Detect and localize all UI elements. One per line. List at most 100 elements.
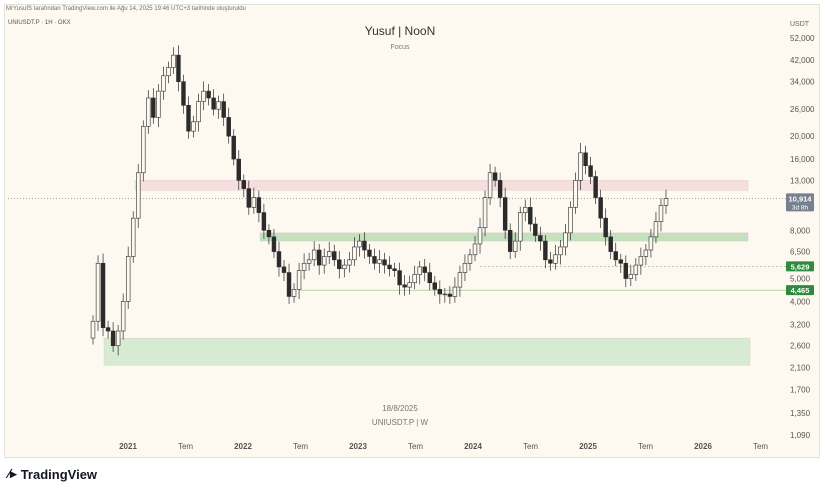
y-tick-label: 52,000: [790, 34, 815, 43]
candle-body: [663, 198, 669, 206]
candle-body: [241, 180, 246, 189]
y-tick-label: 4,000: [790, 297, 811, 306]
price-label: 10,914: [789, 194, 813, 203]
candle-body: [467, 254, 473, 264]
candle-body: [412, 274, 417, 284]
candle-body: [161, 75, 166, 92]
candle-body: [442, 293, 448, 296]
y-tick-label: 42,000: [790, 56, 815, 65]
candle-body: [347, 259, 352, 266]
candle-body: [176, 54, 181, 82]
y-tick-label: 1,350: [790, 409, 811, 418]
y-tick-label: 2,600: [790, 342, 811, 351]
candle-body: [583, 152, 588, 166]
candle-body: [402, 284, 407, 288]
candle-body: [306, 259, 312, 264]
candle-body: [472, 243, 478, 256]
resistance-zone: [134, 180, 749, 191]
candle-body: [171, 54, 176, 68]
y-tick-label: 26,000: [790, 105, 815, 114]
candle-body: [311, 249, 317, 261]
x-tick-label: 2025: [579, 442, 597, 451]
candle-body: [95, 262, 101, 322]
y-tick-label: 8,000: [790, 226, 811, 235]
x-tick-label: 2023: [349, 442, 367, 451]
candle-body: [563, 232, 568, 248]
y-tick-label: 34,000: [790, 78, 815, 87]
candle-body: [110, 330, 116, 347]
x-tick-label: Tem: [753, 442, 768, 451]
price-label: 5,629: [791, 262, 810, 271]
candle-body: [543, 240, 548, 261]
candle-body: [206, 90, 211, 99]
candle-body: [211, 97, 216, 110]
candle-body: [643, 249, 649, 257]
tradingview-footer[interactable]: ⁄▸ TradingView: [8, 465, 97, 483]
candle-body: [141, 126, 146, 174]
chart-frame: [4, 4, 820, 458]
y-tick-label: 13,000: [790, 176, 815, 185]
x-tick-label: 2021: [119, 442, 137, 451]
candle-body: [322, 256, 327, 266]
candle-body: [533, 223, 538, 236]
candle-body: [201, 90, 206, 102]
candle-body: [216, 101, 221, 110]
symbol-info: UNIUSDT.P · 1H · OKX: [8, 20, 71, 26]
candle-body: [271, 236, 277, 252]
candle-body: [186, 105, 191, 132]
candle-body: [608, 236, 613, 252]
candle-body: [357, 240, 362, 248]
candle-body: [266, 229, 272, 238]
candle-body: [276, 251, 282, 268]
candle-body: [367, 249, 372, 257]
candle-body: [256, 197, 262, 213]
watermark-title: Yusuf | NooN: [364, 24, 436, 38]
candle-body: [105, 327, 111, 332]
y-tick-label: 2,100: [790, 364, 811, 373]
tradingview-logo-icon: ⁄▸: [8, 466, 17, 481]
candle-body: [191, 121, 196, 132]
candle-body: [427, 272, 432, 284]
candle-body: [221, 101, 226, 118]
candle-body: [397, 270, 402, 286]
candle-body: [437, 289, 443, 295]
candle-body: [502, 197, 508, 231]
price-label-box: [786, 261, 814, 272]
candle-body: [392, 268, 397, 271]
candle-body: [231, 135, 236, 160]
candle-body: [482, 197, 488, 229]
candle-body: [487, 172, 493, 198]
candle-body: [291, 289, 297, 297]
candle-body: [658, 205, 664, 222]
y-tick-label: 16,000: [790, 155, 815, 164]
candle-body: [492, 172, 498, 181]
candle-body: [100, 262, 106, 328]
y-axis-unit: USDT: [790, 21, 810, 28]
support-zone: [259, 232, 749, 242]
candle-body: [286, 272, 292, 297]
candle-body: [593, 176, 598, 198]
candle-body: [507, 229, 513, 252]
candle-body: [477, 227, 483, 245]
candle-body: [422, 266, 427, 273]
candle-body: [618, 259, 623, 264]
candle-body: [246, 188, 252, 208]
y-tick-label: 5,000: [790, 275, 811, 284]
candle-body: [352, 246, 357, 261]
candle-body: [115, 330, 121, 347]
candle-body: [558, 246, 563, 256]
candle-body: [296, 270, 302, 290]
x-tick-label: Tem: [638, 442, 653, 451]
candle-body: [156, 90, 161, 118]
y-tick-label: 6,500: [790, 248, 811, 257]
candle-body: [513, 240, 518, 252]
price-label-note: 3d 8h: [792, 204, 809, 211]
candle-body: [457, 272, 463, 288]
candle-body: [382, 259, 387, 266]
candle-body: [166, 67, 171, 77]
candle-body: [568, 207, 573, 234]
candle-body: [613, 251, 618, 261]
candle-body: [548, 259, 553, 264]
candle-body: [90, 320, 96, 339]
